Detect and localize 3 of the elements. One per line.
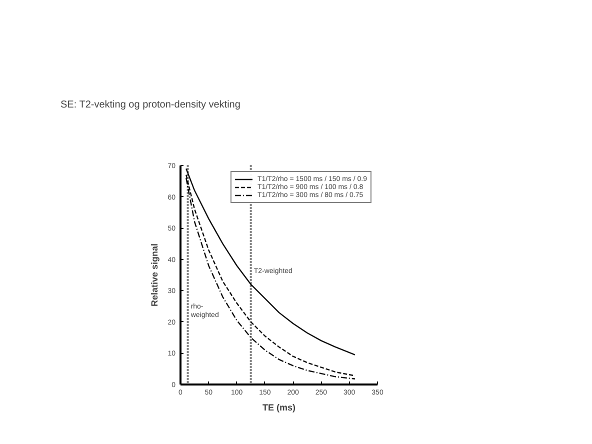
x-axis-title: TE (ms) bbox=[262, 402, 296, 412]
y-axis-title: Relative signal bbox=[150, 243, 160, 307]
chart-title: SE: T2-vekting og proton-density vekting bbox=[60, 100, 240, 110]
